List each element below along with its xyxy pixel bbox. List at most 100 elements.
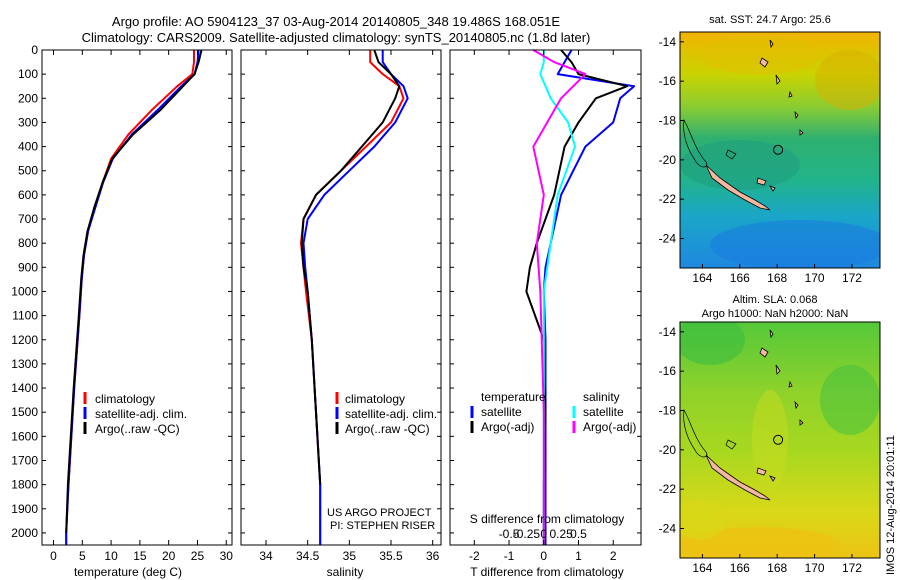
temperature-panel: 0 5 10 15 20 25 300100200300400500600700800900… (11, 43, 233, 563)
depth-tick-label: 500 (18, 164, 38, 178)
depth-tick-label: 1200 (11, 333, 38, 347)
loyalty-islands (756, 177, 776, 192)
sla-low-patch (820, 365, 880, 435)
map-lat-label: -20 (659, 443, 677, 457)
x-tick-label: 35 (343, 549, 357, 563)
series-line-satellite (542, 49, 636, 545)
depth-tick-label: 300 (18, 115, 38, 129)
depth-tick-label: 700 (18, 212, 38, 226)
map-lat-label: -18 (659, 114, 677, 128)
depth-tick-label: 900 (18, 260, 38, 274)
sst-map (679, 31, 881, 269)
series-line-argo-raw-qc- (65, 49, 203, 533)
x-tick-label: 5 (79, 549, 86, 563)
argo-location-marker (773, 434, 784, 445)
x-tick-label: 25 (191, 549, 205, 563)
sla-map-title: Altim. SLA: 0.068 (733, 294, 818, 306)
sst-map-title: sat. SST: 24.7 Argo: 25.6 (709, 14, 831, 26)
legend-label-s-argo: Argo(-adj) (583, 420, 636, 434)
sla-map-subtitle: Argo h1000: NaN h2000: NaN (702, 308, 849, 320)
difference-s-xlabel: S difference from climatology (470, 512, 625, 526)
depth-tick-label: 1300 (11, 357, 38, 371)
s-tick-label: 0.5 (570, 527, 587, 541)
depth-tick-label: 0 (31, 43, 38, 57)
map-lat-label: -24 (659, 232, 677, 246)
vanuatu-islands (759, 39, 804, 136)
map-lon-label: 164 (692, 271, 712, 285)
x-tick-label: 2 (610, 549, 617, 563)
map-lon-label: 168 (767, 561, 787, 575)
map-lat-label: -14 (659, 325, 677, 339)
map-lon-label: 170 (805, 561, 825, 575)
series-line-argo-adj- (525, 49, 629, 545)
x-tick-label: -1 (504, 549, 515, 563)
legend-title-salinity: salinity (583, 390, 620, 404)
depth-tick-label: 800 (18, 236, 38, 250)
map-lat-label: -20 (659, 153, 677, 167)
legend-label-t-argo: Argo(-adj) (481, 420, 534, 434)
depth-tick-label: 2000 (11, 526, 38, 540)
project-annotation-line2: PI: STEPHEN RISER (330, 520, 435, 532)
sla-map-axes: 164 166 168 170 172 -14 -16 -18 -20 -22 -24 (659, 325, 863, 575)
depth-tick-label: 1700 (11, 453, 38, 467)
sla-map-frame (679, 321, 881, 559)
sla-map (679, 321, 881, 559)
plot-frame (240, 49, 442, 546)
map-lon-label: 172 (842, 561, 862, 575)
series-line-argo-raw-qc- (300, 49, 401, 485)
legend-label-argo: Argo(..raw -QC) (345, 422, 430, 436)
sst-warm-patch (815, 50, 880, 110)
x-tick-label: 1 (575, 549, 582, 563)
legend-label-t-satellite: satellite (481, 405, 522, 419)
depth-tick-label: 400 (18, 140, 38, 154)
map-lon-label: 168 (767, 271, 787, 285)
sla-high-patch (680, 527, 840, 558)
map-lat-label: -16 (659, 74, 677, 88)
salinity-legend: climatology satellite-adj. clim. Argo(..… (335, 392, 437, 436)
depth-tick-label: 1400 (11, 381, 38, 395)
legend-label-satellite: satellite-adj. clim. (345, 407, 437, 421)
x-tick-label: 20 (162, 549, 176, 563)
s-tick-label: 0 (540, 527, 547, 541)
sst-warm-patch (700, 35, 820, 75)
map-lat-label: -22 (659, 192, 677, 206)
new-caledonia-island (705, 164, 771, 211)
map-lat-label: -24 (659, 522, 677, 536)
difference-t-xlabel: T difference from climatology (470, 565, 624, 579)
temperature-legend: climatology satellite-adj. clim. Argo(..… (83, 392, 187, 436)
series-line-climatology (65, 50, 195, 545)
new-caledonia-island (705, 454, 771, 501)
salinity-xlabel: salinity (327, 565, 364, 579)
s-tick-label: 0.25 (549, 527, 573, 541)
x-tick-label: 34.5 (296, 549, 320, 563)
reef-contour (683, 408, 737, 458)
sla-low-patch (680, 322, 745, 365)
salinity-panel: 34 34.5 35 35.5 36 (240, 49, 442, 563)
series-line-satellite (539, 50, 576, 545)
map-lat-label: -18 (659, 404, 677, 418)
sla-patches (680, 322, 880, 558)
x-tick-label: 0 (540, 549, 547, 563)
argo-location-marker (773, 144, 784, 155)
vanuatu-islands (759, 329, 804, 426)
series-line-climatology (300, 50, 405, 545)
sst-cool-patch (680, 140, 800, 190)
reef-contour (683, 118, 737, 168)
map-lon-label: 172 (842, 271, 862, 285)
legend-label-climatology: climatology (345, 392, 405, 406)
figure-title-line1: Argo profile: AO 5904123_37 03-Aug-2014 … (112, 14, 560, 29)
sst-map-axes: 164 166 168 170 172 -14 -16 -18 -20 -22 -24 (659, 35, 863, 285)
x-tick-label: 10 (104, 549, 118, 563)
temperature-xlabel: temperature (deg C) (74, 565, 182, 579)
difference-panel: -2 -1 0 1 2-0.5-0.25 0 0.250.5 (449, 49, 642, 563)
legend-label-climatology: climatology (95, 392, 155, 406)
depth-tick-label: 1800 (11, 478, 38, 492)
legend-label-satellite: satellite-adj. clim. (95, 407, 187, 421)
x-tick-label: -2 (469, 549, 480, 563)
figure-title-line2: Climatology: CARS2009. Satellite-adjuste… (82, 30, 591, 45)
sst-cool-patch (710, 220, 880, 268)
x-tick-label: 34 (259, 549, 273, 563)
plot-frame (41, 49, 233, 546)
x-tick-label: 0 (50, 549, 57, 563)
